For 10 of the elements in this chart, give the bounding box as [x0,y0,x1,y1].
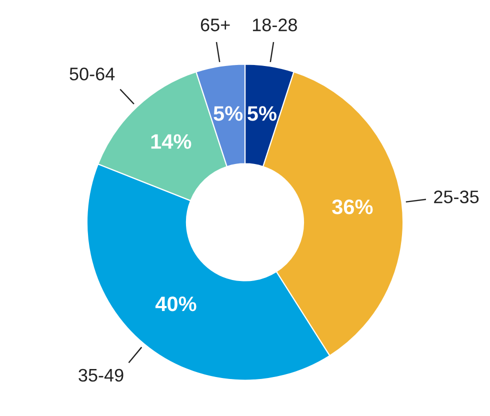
slice-label: 65+ [200,18,230,32]
data-label: 14% [151,134,192,149]
data-label: 5% [248,106,276,121]
slice-label: 50-64 [70,68,115,80]
slice-label: 25-35 [434,190,479,204]
data-label: 36% [332,199,373,214]
data-label: 5% [214,106,243,121]
slice-label: 35-49 [78,368,124,382]
data-label: 40% [155,296,196,312]
slice-label: 18-28 [252,18,297,32]
